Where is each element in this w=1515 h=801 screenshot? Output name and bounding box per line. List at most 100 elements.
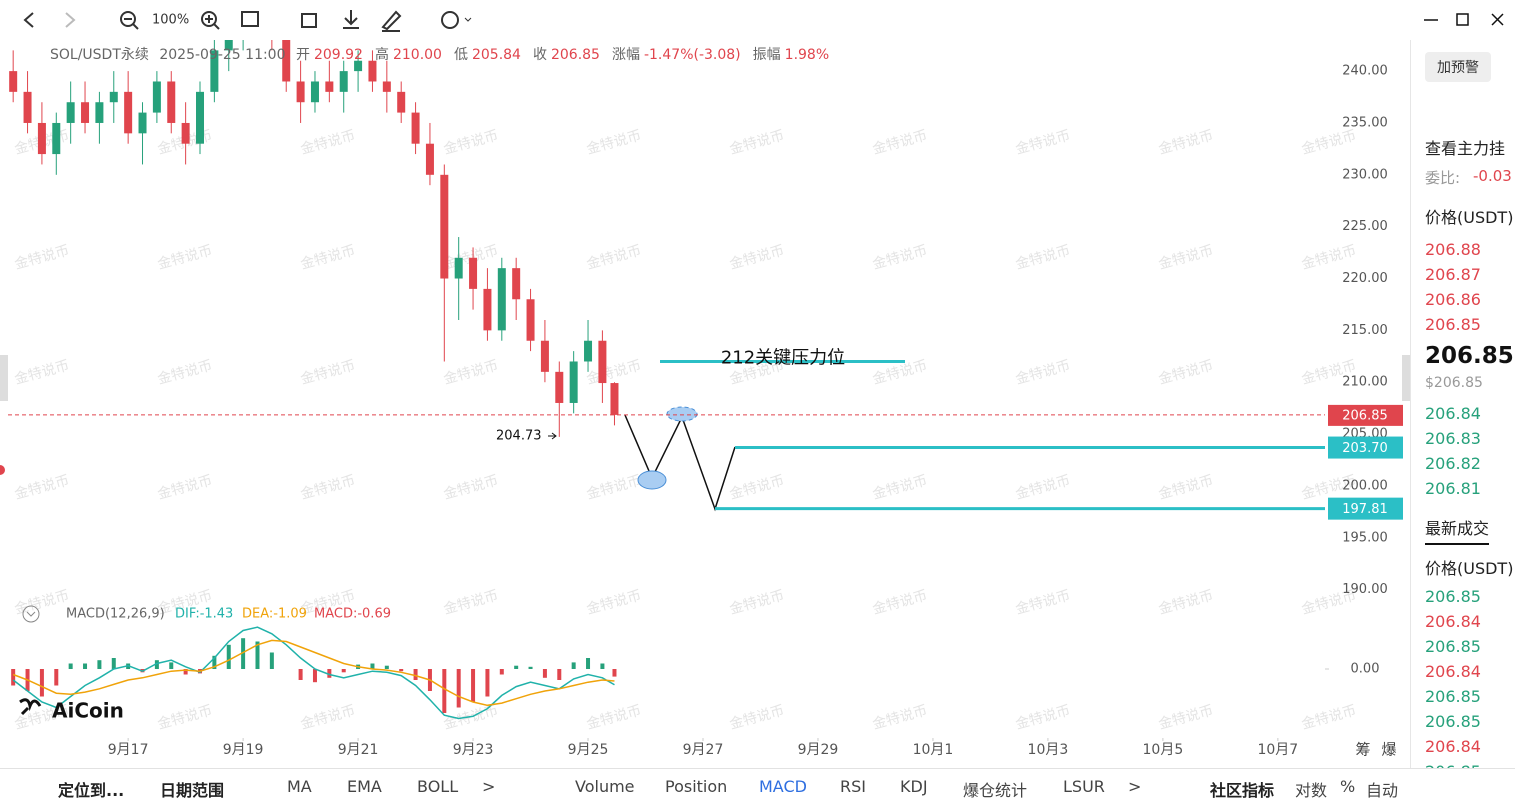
draw-button[interactable] bbox=[381, 10, 402, 32]
field-label: 涨幅 bbox=[611, 47, 640, 63]
bottom-tab[interactable]: RSI bbox=[840, 777, 866, 796]
candle-body bbox=[483, 288, 492, 331]
trade-price: 206.84 bbox=[1425, 662, 1481, 681]
candle-body bbox=[167, 81, 176, 123]
field-value: 209.92 bbox=[313, 47, 363, 63]
axis-button[interactable]: 筹 bbox=[1355, 741, 1370, 759]
watermark: 金特说币 bbox=[1300, 243, 1358, 273]
close[interactable] bbox=[1491, 13, 1504, 26]
collapse-icon[interactable] bbox=[22, 605, 40, 623]
candle-body bbox=[469, 257, 478, 289]
candle-body bbox=[138, 112, 147, 134]
resistance-label: 212关键压力位 bbox=[721, 347, 845, 368]
watermark: 金特说币 bbox=[1014, 473, 1072, 503]
candle-body bbox=[598, 340, 607, 384]
alert-button[interactable]: 加预警 bbox=[1425, 52, 1491, 82]
y-tick-label: 195.00 bbox=[1342, 530, 1388, 545]
candle-body bbox=[540, 340, 549, 372]
candle-body bbox=[152, 81, 161, 113]
level-box bbox=[1328, 497, 1403, 520]
macd-bar bbox=[370, 663, 375, 669]
bid-price: 206.81 bbox=[1425, 479, 1481, 498]
macd-bar bbox=[471, 669, 476, 702]
bottom-tab[interactable]: > bbox=[482, 777, 496, 796]
macd-bar bbox=[255, 641, 260, 669]
bottom-tab[interactable]: 对数 bbox=[1295, 781, 1328, 800]
panel-toggle[interactable] bbox=[1402, 355, 1410, 401]
macd-dea-line bbox=[12, 639, 615, 707]
level-label: 197.81 bbox=[1342, 502, 1388, 517]
watermark: 金特说币 bbox=[871, 588, 929, 618]
watermark: 金特说币 bbox=[1014, 588, 1072, 618]
auto-button[interactable] bbox=[441, 11, 459, 29]
watermark: 金特说币 bbox=[728, 703, 786, 733]
macd-bar bbox=[341, 669, 346, 673]
back-button[interactable] bbox=[23, 12, 34, 28]
watermark: 金特说币 bbox=[156, 243, 214, 273]
bottom-tab[interactable]: 爆仓统计 bbox=[963, 781, 1028, 800]
bottom-tab[interactable]: Position bbox=[665, 777, 728, 796]
candle-body bbox=[339, 71, 348, 92]
macd-title: MACD(12,26,9) bbox=[66, 607, 165, 622]
y-tick-label: 230.00 bbox=[1342, 167, 1388, 182]
bottom-tab[interactable]: BOLL bbox=[417, 777, 459, 796]
labels: 190.00195.00200.00205.00210.00215.00220.… bbox=[8, 64, 1403, 759]
bottom-tab[interactable]: KDJ bbox=[900, 777, 928, 796]
macd-bar bbox=[571, 662, 576, 669]
candle-body bbox=[440, 174, 449, 279]
candle-body bbox=[325, 81, 334, 92]
layout-button[interactable] bbox=[301, 13, 317, 28]
watermark: 金特说币 bbox=[13, 243, 71, 273]
dropdown[interactable] bbox=[464, 17, 472, 22]
macd-bar bbox=[39, 669, 44, 697]
x-tick-label: 9月27 bbox=[683, 742, 724, 758]
ohlc-fields: 开 209.92 高 210.00 低 205.84 收 206.85 涨幅 -1.47%(-3.… bbox=[296, 47, 841, 63]
last-usd: $206.85 bbox=[1425, 375, 1483, 391]
macd-bar bbox=[456, 669, 461, 708]
zoom-out[interactable] bbox=[120, 11, 136, 27]
x-tick-label: 9月17 bbox=[108, 742, 149, 758]
drawn-ellipse bbox=[637, 470, 667, 490]
bottom-tab[interactable]: % bbox=[1340, 777, 1356, 796]
macd-bar bbox=[312, 669, 317, 683]
bottom-tab[interactable]: EMA bbox=[347, 777, 382, 796]
bottom-tab[interactable]: 定位到... bbox=[58, 781, 125, 800]
bottom-tab[interactable]: 社区指标 bbox=[1210, 781, 1275, 800]
watermark: 金特说币 bbox=[871, 703, 929, 733]
x-tick-label: 9月21 bbox=[338, 742, 379, 758]
axis-button[interactable]: 爆 bbox=[1381, 741, 1396, 759]
candle-body bbox=[382, 81, 391, 92]
candle-body bbox=[569, 361, 578, 403]
bottom-tab[interactable]: 日期范围 bbox=[160, 781, 225, 800]
zoom-in[interactable] bbox=[201, 11, 217, 27]
bottom-tab[interactable]: MA bbox=[287, 777, 312, 796]
y-tick-label: 240.00 bbox=[1342, 64, 1388, 79]
maximize[interactable] bbox=[1456, 13, 1469, 26]
main-orders[interactable]: 查看主力挂 bbox=[1425, 139, 1506, 158]
x-tick-label: 10月5 bbox=[1143, 742, 1184, 758]
x-tick-label: 9月23 bbox=[453, 742, 494, 758]
macd-tick-label: 0.00 bbox=[1351, 662, 1380, 677]
ask-price: 206.87 bbox=[1425, 265, 1481, 284]
download-button[interactable] bbox=[343, 10, 359, 29]
ohlc-field: 高 210.00 bbox=[375, 47, 448, 63]
y-tick-label: 190.00 bbox=[1342, 582, 1388, 597]
bottom-tab[interactable]: 自动 bbox=[1366, 781, 1399, 800]
ohlc-field: 开 209.92 bbox=[296, 47, 369, 63]
macd-bar bbox=[269, 652, 274, 669]
bottom-tab[interactable]: > bbox=[1128, 777, 1142, 796]
bottom-tab[interactable]: MACD bbox=[759, 777, 807, 796]
x-tick-label: 10月7 bbox=[1257, 742, 1298, 758]
bottom-tab[interactable]: Volume bbox=[575, 777, 635, 796]
forward-button[interactable] bbox=[65, 12, 76, 28]
trades-title[interactable]: 最新成交 bbox=[1425, 515, 1490, 545]
watermark: 金特说币 bbox=[442, 588, 500, 618]
candle-body bbox=[368, 60, 377, 82]
fit-button[interactable] bbox=[241, 11, 259, 27]
bottom-tab[interactable]: LSUR bbox=[1063, 777, 1105, 796]
watermark: 金特说币 bbox=[1014, 128, 1072, 158]
panel-toggle[interactable] bbox=[0, 355, 8, 401]
zoom-out bbox=[124, 18, 139, 30]
macd-bar bbox=[600, 663, 605, 669]
